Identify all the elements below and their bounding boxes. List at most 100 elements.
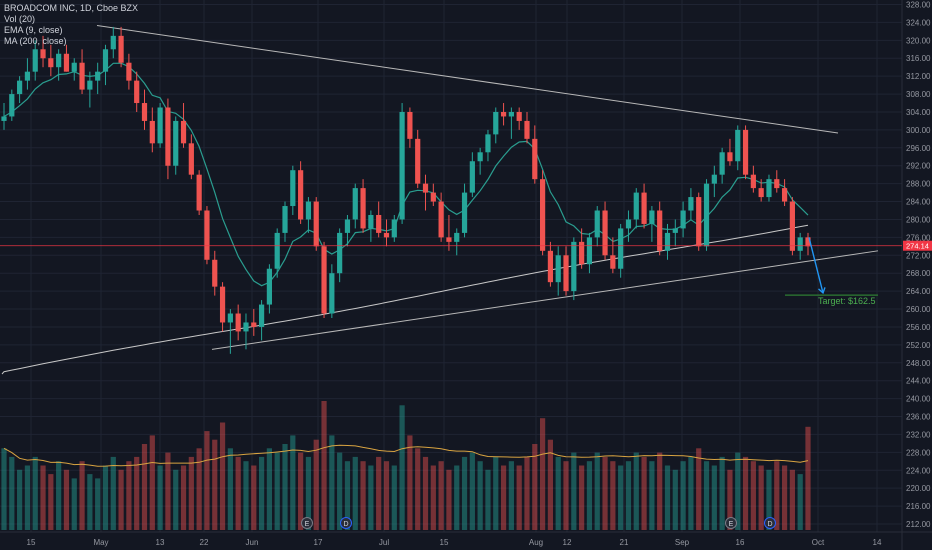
candle: [618, 223, 624, 278]
dividend-marker[interactable]: D: [764, 517, 776, 529]
candle: [586, 232, 593, 274]
volume-bar: [579, 465, 585, 530]
candle: [17, 76, 23, 104]
volume-bar: [63, 469, 70, 530]
candle: [774, 170, 780, 193]
candle: [102, 44, 109, 86]
candle-body: [540, 179, 546, 251]
y-tick-label: 280.00: [906, 215, 931, 224]
candle: [313, 197, 319, 251]
candle-body: [680, 210, 686, 229]
candle: [766, 174, 772, 202]
candle: [696, 192, 702, 251]
candle-body: [415, 138, 421, 184]
candle-body: [672, 228, 678, 233]
volume-bar: [383, 461, 390, 530]
volume-bar: [555, 456, 561, 530]
candle: [641, 183, 647, 229]
candle: [407, 107, 413, 148]
candle-body: [266, 268, 272, 305]
candle: [805, 232, 811, 256]
candle: [438, 192, 444, 242]
volume-bar: [454, 465, 460, 530]
candle: [711, 165, 717, 198]
dividend-marker[interactable]: D: [340, 517, 352, 529]
candle-body: [742, 129, 749, 175]
candle-body: [329, 273, 335, 314]
candle: [1, 103, 7, 130]
legend-volume[interactable]: Vol (20): [4, 14, 36, 24]
volume-bar: [344, 461, 351, 530]
candle: [266, 264, 272, 314]
candle-body: [243, 322, 249, 332]
volume-bar: [532, 444, 538, 530]
volume-bar: [391, 465, 397, 530]
candle-body: [102, 49, 109, 72]
y-tick-label: 284.00: [906, 198, 931, 207]
candle-body: [703, 183, 710, 247]
volume-bar: [399, 405, 405, 530]
candle: [95, 62, 101, 95]
volume-bar: [735, 452, 741, 530]
candle-body: [126, 62, 132, 81]
candle-body: [563, 255, 569, 292]
candle-body: [32, 49, 38, 72]
volume-bar: [149, 435, 155, 530]
volume-bar: [157, 465, 163, 530]
volume-bar: [657, 452, 663, 530]
x-tick-label: 22: [200, 538, 209, 547]
volume-bar: [485, 469, 491, 530]
candle-body: [173, 120, 179, 166]
volume-bar: [477, 461, 483, 530]
y-tick-label: 224.00: [906, 466, 931, 475]
volume-bar: [563, 461, 569, 530]
earnings-marker[interactable]: E: [725, 517, 737, 529]
legend-ema[interactable]: EMA (9, close): [4, 25, 63, 35]
volume-bar: [243, 461, 249, 530]
volume-bar: [703, 461, 710, 530]
candle: [579, 228, 585, 269]
volume-bar: [508, 461, 514, 530]
volume-bar: [571, 452, 577, 530]
volume-bar: [727, 469, 733, 530]
volume-bar: [1, 448, 7, 530]
x-tick-label: 21: [620, 538, 629, 547]
y-tick-label: 256.00: [906, 323, 931, 332]
candle-body: [571, 241, 577, 292]
candle: [781, 179, 788, 207]
candle-body: [493, 111, 499, 135]
volume-bar: [298, 452, 304, 530]
y-tick-label: 228.00: [906, 448, 931, 457]
volume-bar: [719, 456, 725, 530]
candle: [87, 71, 93, 108]
ma-200-line: [1, 224, 809, 375]
legend-ma[interactable]: MA (200, close): [4, 36, 67, 46]
candle-body: [602, 210, 608, 256]
candle-body: [344, 219, 351, 233]
y-tick-label: 328.00: [906, 1, 931, 10]
candle-body: [165, 107, 171, 166]
candle-body: [141, 103, 148, 121]
y-tick-label: 316.00: [906, 54, 931, 63]
candle: [750, 165, 756, 193]
volume-bar: [625, 461, 632, 530]
candle-body: [274, 232, 280, 269]
candle-body: [407, 111, 413, 139]
volume-bar: [180, 465, 187, 530]
volume-bar: [102, 465, 109, 530]
volume-bar: [711, 465, 717, 530]
candle: [337, 228, 343, 283]
candles: [1, 26, 811, 354]
candle: [664, 223, 671, 260]
candle-body: [750, 174, 756, 189]
y-tick-label: 260.00: [906, 305, 931, 314]
legend-symbol[interactable]: BROADCOM INC, 1D, Cboe BZX: [4, 3, 139, 13]
volume-bar: [633, 452, 639, 530]
candle-body: [118, 35, 124, 63]
candle-body: [758, 188, 764, 198]
candle: [235, 304, 241, 341]
candle: [219, 282, 226, 332]
earnings-marker[interactable]: E: [301, 517, 313, 529]
